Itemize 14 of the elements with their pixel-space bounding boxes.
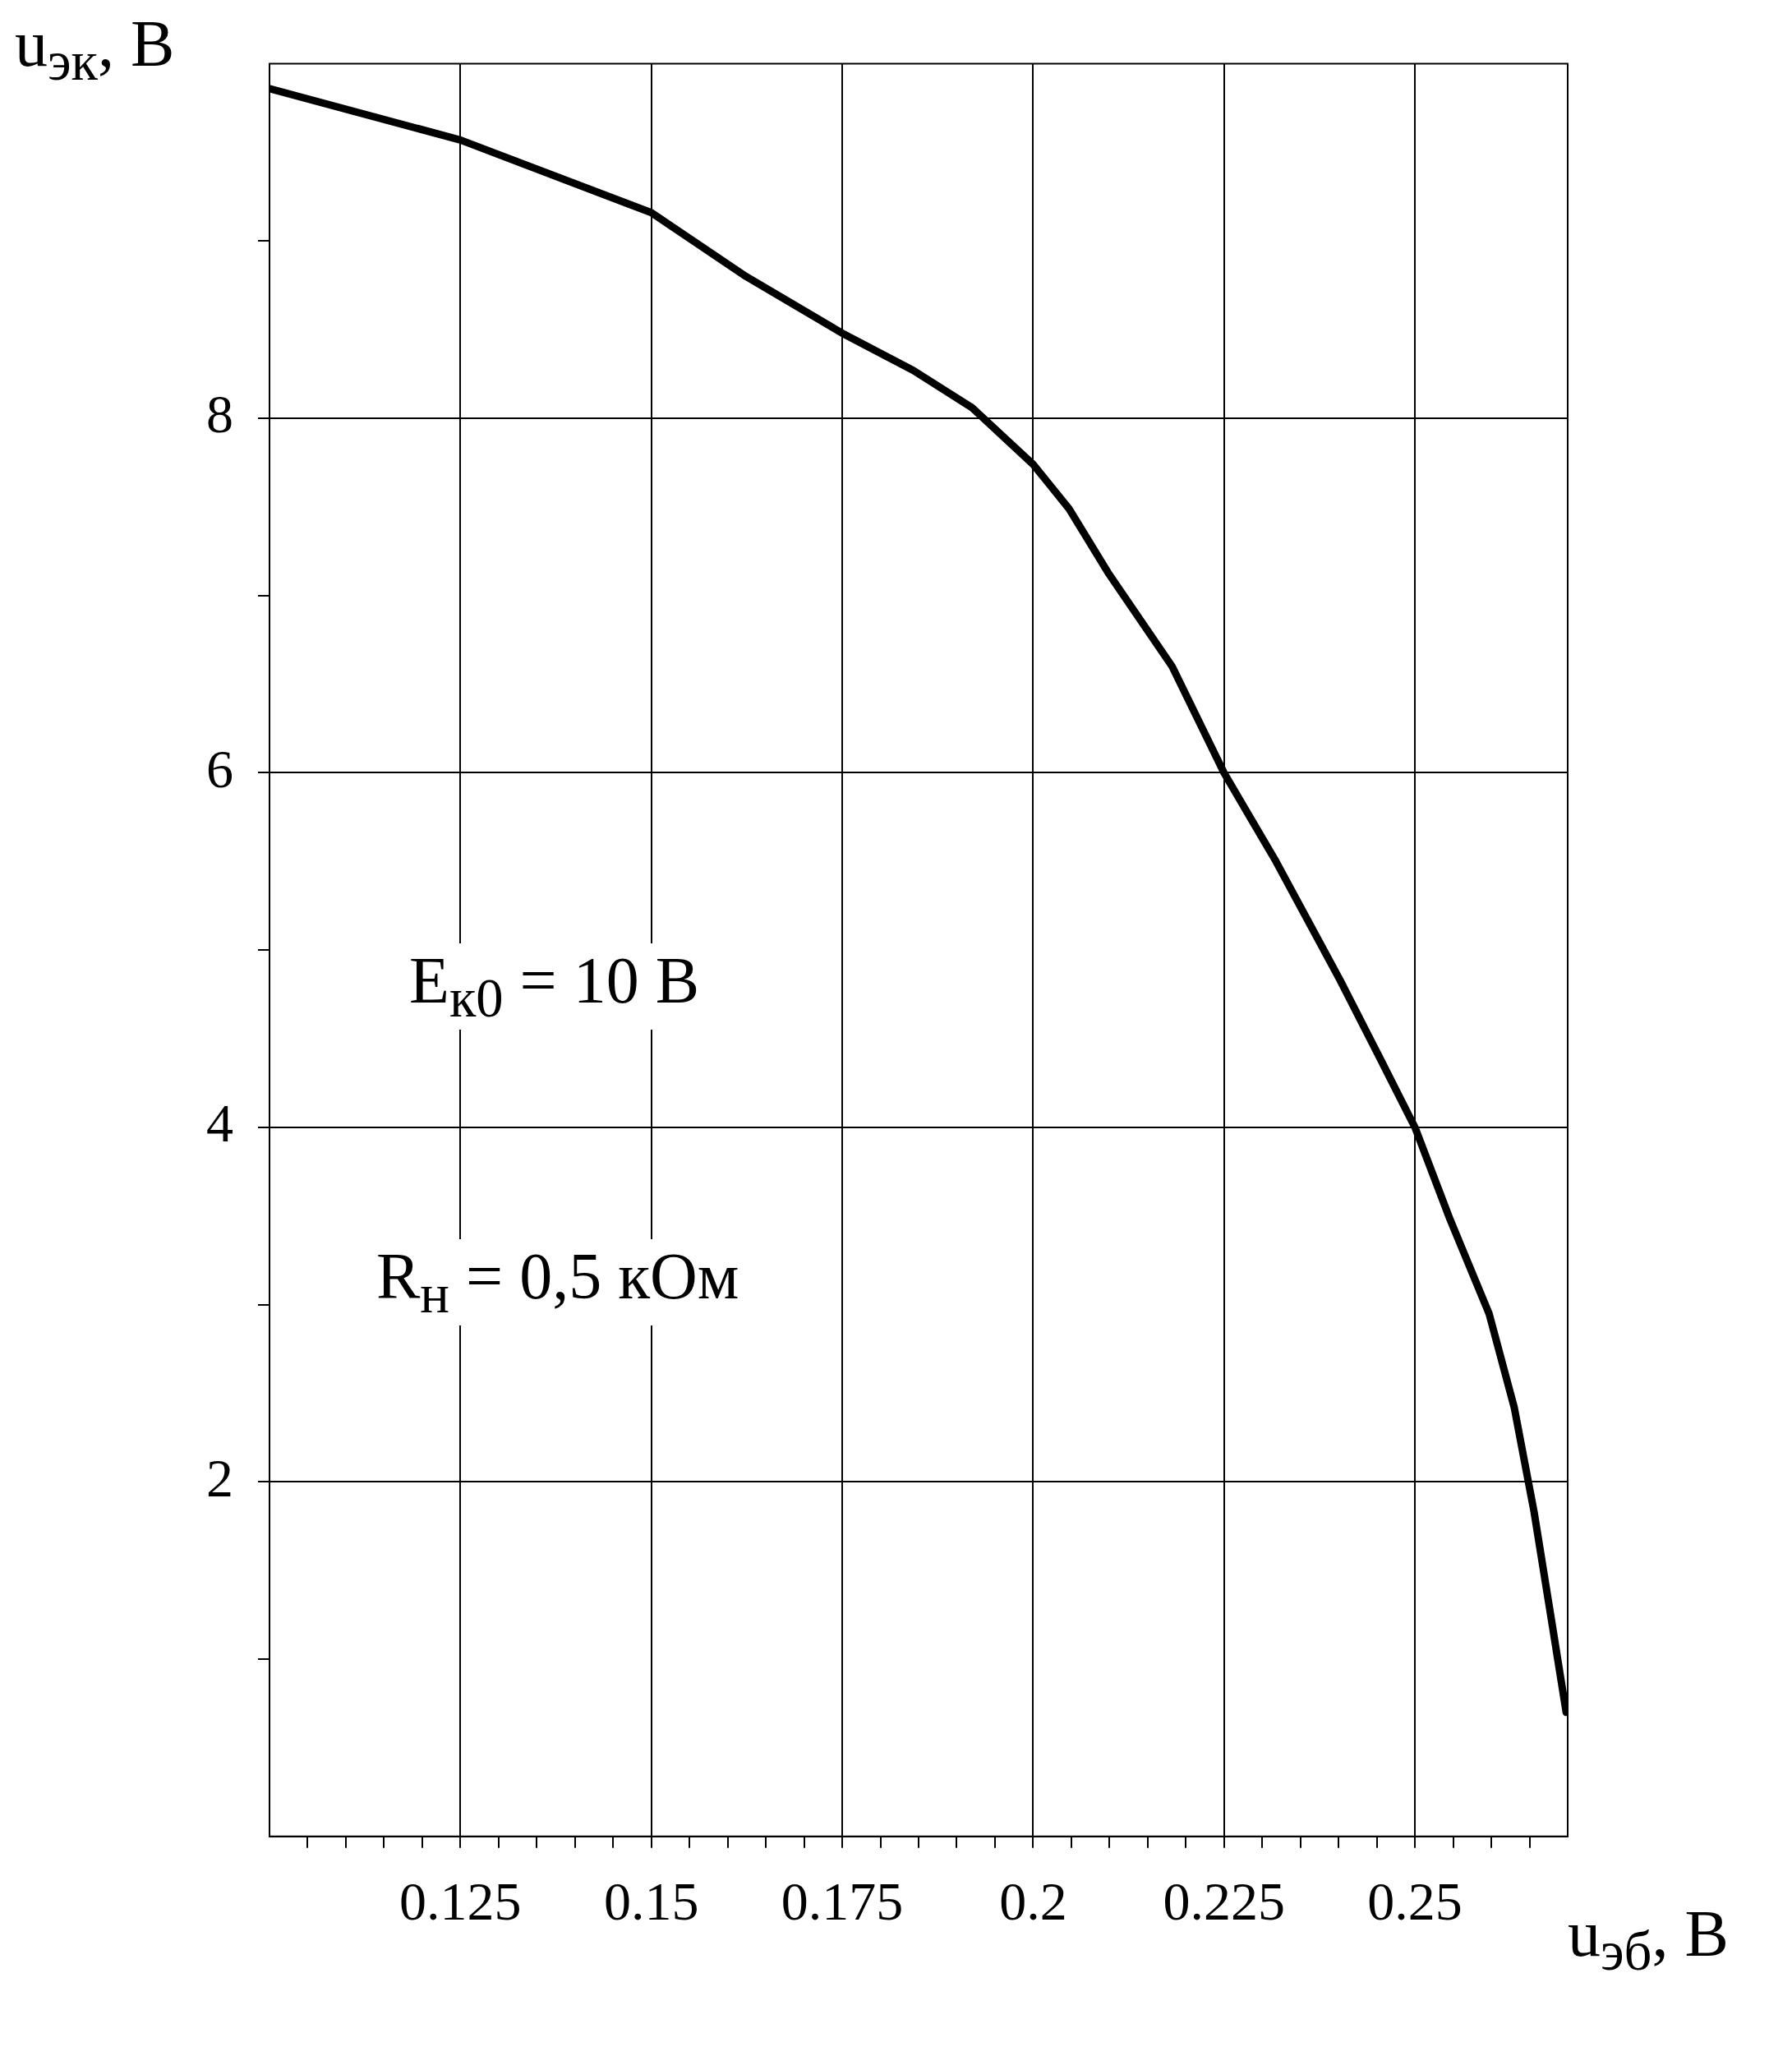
y-tick-label: 2 [206, 1447, 233, 1508]
x-tick-label: 0.2 [999, 1870, 1067, 1931]
x-tick-label: 0.225 [1163, 1870, 1286, 1931]
x-axis-title: u$_{эб}$, В [1568, 1897, 1729, 1983]
x-tick-label: 0.175 [781, 1870, 904, 1931]
y-tick-label: 4 [206, 1093, 233, 1154]
y-tick-label: 6 [206, 738, 233, 799]
y-axis-title: u$_{эк}$, В [15, 7, 175, 93]
x-tick-label: 0.25 [1367, 1870, 1463, 1931]
x-tick-label: 0.125 [399, 1870, 522, 1931]
x-tick-label: 0.15 [603, 1870, 699, 1931]
annotation: E$_{к0}$ = 10 В [401, 943, 708, 1030]
annotation: R$_{н}$ = 0,5 кОм [368, 1239, 748, 1325]
y-tick-label: 8 [206, 384, 233, 445]
